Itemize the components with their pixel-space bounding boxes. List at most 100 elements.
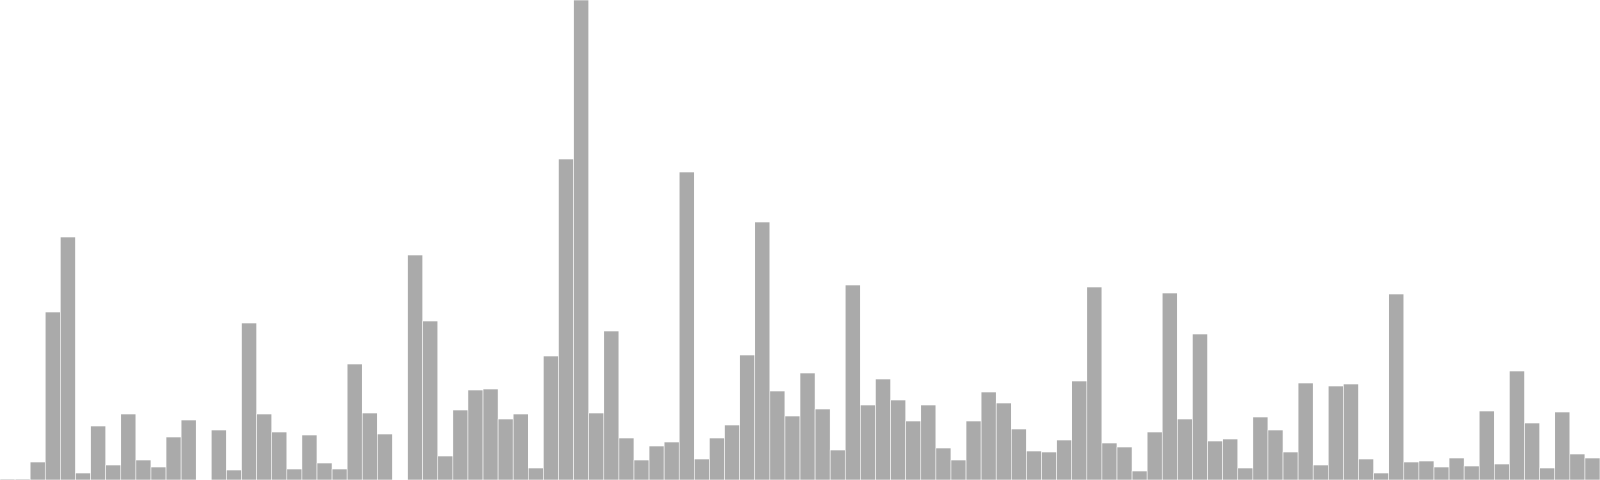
bar-74 xyxy=(1116,446,1133,480)
bar-28 xyxy=(422,320,439,480)
bar-83 xyxy=(1252,416,1269,480)
bar-58 xyxy=(875,378,891,480)
bar-14 xyxy=(211,429,227,480)
bar-38 xyxy=(573,0,589,480)
bar-85 xyxy=(1282,451,1299,480)
bar-63 xyxy=(950,459,967,480)
bar-43 xyxy=(648,445,665,480)
bar-80 xyxy=(1207,440,1223,480)
bar-92 xyxy=(1388,293,1405,480)
bar-27 xyxy=(407,254,423,480)
bar-72 xyxy=(1086,286,1103,480)
bar-57 xyxy=(860,404,876,480)
bar-46 xyxy=(694,458,710,480)
bar-87 xyxy=(1312,464,1329,480)
bar-67 xyxy=(1011,428,1027,480)
bar-84 xyxy=(1267,429,1284,480)
bar-34 xyxy=(512,413,529,480)
bar-71 xyxy=(1071,380,1088,480)
bar-45 xyxy=(678,171,695,480)
bar-30 xyxy=(452,409,469,480)
bar-65 xyxy=(980,391,997,480)
bar-75 xyxy=(1131,470,1148,480)
bar-86 xyxy=(1297,382,1314,480)
bar-52 xyxy=(784,415,801,480)
bar-88 xyxy=(1328,385,1344,480)
bar-8 xyxy=(120,413,137,480)
bar-31 xyxy=(467,389,484,480)
bar-6 xyxy=(90,425,106,480)
bar-76 xyxy=(1146,431,1163,480)
bar-56 xyxy=(844,284,861,480)
bar-62 xyxy=(935,447,952,480)
bar-16 xyxy=(241,322,257,480)
bar-35 xyxy=(527,467,544,480)
bar-104 xyxy=(1569,453,1586,480)
bar-5 xyxy=(75,472,91,480)
bar-23 xyxy=(346,363,363,480)
bar-96 xyxy=(1448,457,1465,480)
bar-39 xyxy=(588,412,605,480)
bar-22 xyxy=(331,468,348,480)
bar-54 xyxy=(814,408,831,480)
bar-9 xyxy=(135,459,152,480)
bar-61 xyxy=(920,404,937,480)
bar-93 xyxy=(1403,461,1420,480)
bar-41 xyxy=(618,437,635,480)
bar-37 xyxy=(558,158,574,480)
bar-12 xyxy=(180,419,197,480)
bar-55 xyxy=(829,449,846,480)
bar-24 xyxy=(361,412,378,480)
bar-90 xyxy=(1358,458,1374,480)
bar-10 xyxy=(150,466,167,480)
bar-91 xyxy=(1373,472,1389,480)
bar-7 xyxy=(105,464,122,480)
bar-18 xyxy=(271,431,288,480)
bar-33 xyxy=(497,418,514,480)
bar-36 xyxy=(543,355,559,480)
bar-11 xyxy=(165,436,182,480)
bar-15 xyxy=(226,469,242,480)
bar-4 xyxy=(60,236,76,480)
bar-94 xyxy=(1418,460,1435,480)
bar-105 xyxy=(1584,457,1600,480)
bar-89 xyxy=(1343,383,1359,480)
bar-77 xyxy=(1161,292,1178,480)
bar-95 xyxy=(1433,466,1450,480)
bar-64 xyxy=(965,420,982,480)
bar-44 xyxy=(663,441,680,480)
bar-98 xyxy=(1478,410,1495,480)
bar-82 xyxy=(1237,467,1254,480)
bar-53 xyxy=(799,372,816,480)
bar-40 xyxy=(603,330,620,480)
bar-100 xyxy=(1509,370,1525,480)
bar-25 xyxy=(377,433,393,480)
bar-19 xyxy=(286,468,303,480)
bar-32 xyxy=(482,388,499,480)
bar-2 xyxy=(29,461,46,480)
bar-69 xyxy=(1041,451,1057,480)
bar-50 xyxy=(754,221,771,480)
bar-78 xyxy=(1177,418,1193,480)
bar-20 xyxy=(301,434,318,480)
bar-51 xyxy=(769,390,786,480)
bar-17 xyxy=(256,413,272,480)
bar-102 xyxy=(1539,467,1556,480)
bar-47 xyxy=(709,437,725,480)
bar-81 xyxy=(1222,438,1239,480)
bar-59 xyxy=(890,399,906,480)
bar-48 xyxy=(724,424,740,480)
bar-99 xyxy=(1494,463,1510,480)
bar-79 xyxy=(1192,333,1208,480)
bar-103 xyxy=(1554,411,1571,480)
bar-97 xyxy=(1463,465,1480,480)
bar-42 xyxy=(633,459,650,480)
bar-66 xyxy=(995,402,1012,480)
bar-49 xyxy=(739,354,756,480)
bar-29 xyxy=(437,455,454,480)
bar-3 xyxy=(44,311,61,480)
bar-70 xyxy=(1056,439,1072,480)
bar-101 xyxy=(1524,422,1540,480)
